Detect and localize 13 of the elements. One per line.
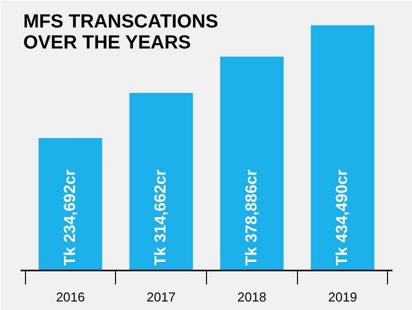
data-label: Tk 378,886cr — [243, 170, 260, 266]
bar — [38, 138, 102, 270]
chart-title: MFS TRANSCATIONS OVER THE YEARS — [23, 12, 218, 54]
bar — [129, 92, 193, 270]
bar — [310, 25, 374, 270]
data-label: Tk 314,662cr — [152, 170, 170, 266]
data-label: Tk 434,490cr — [334, 170, 352, 266]
data-label: Tk 234,692cr — [62, 170, 79, 266]
x-tick-label: 2018 — [237, 290, 266, 304]
x-tick-label: 2017 — [146, 290, 176, 304]
x-tick-label: 2019 — [328, 290, 358, 304]
x-tick-label: 2016 — [56, 290, 85, 304]
bar — [220, 56, 284, 270]
